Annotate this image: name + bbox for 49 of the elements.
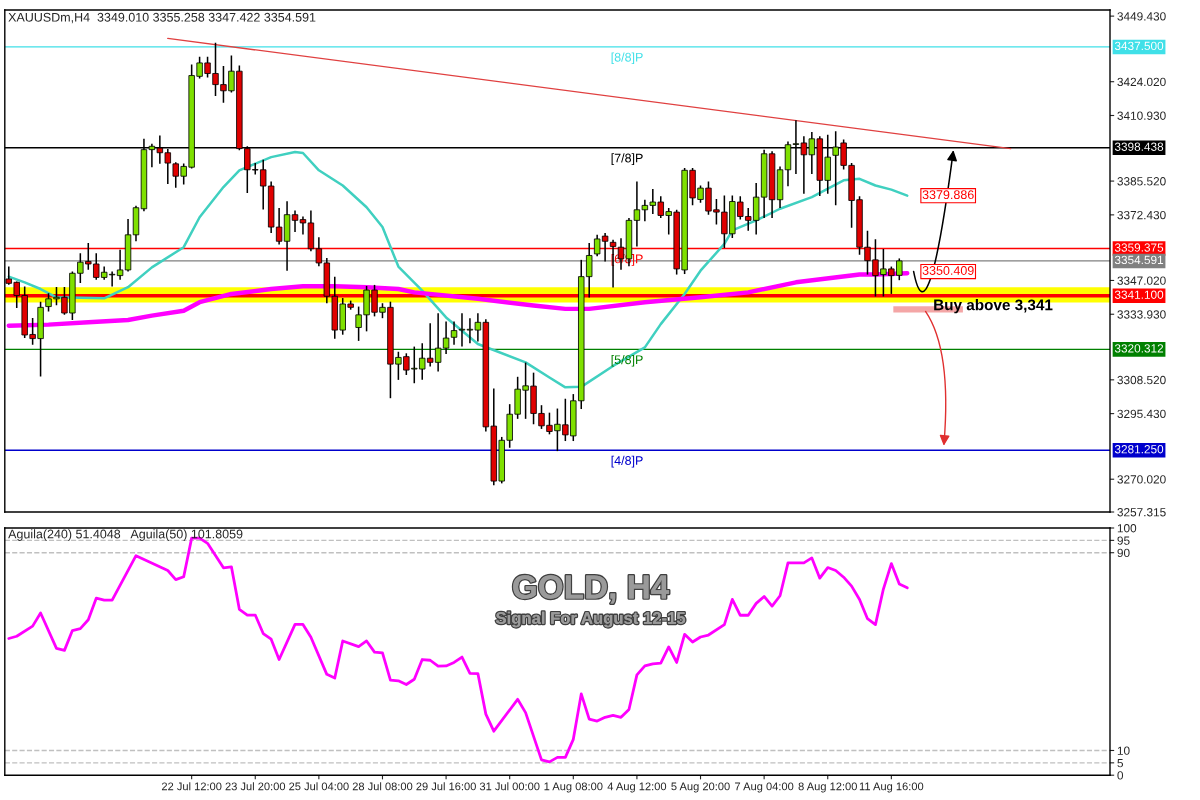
x-tick-label: 5 Aug 20:00 (671, 782, 730, 793)
annotation: [8/8]P (611, 52, 643, 65)
y-tick-label: 10 (1117, 746, 1130, 755)
y-tick-label: 3308.520 (1117, 375, 1166, 385)
y-tick-label: 3257.315 (1117, 508, 1166, 517)
y-tick-label: 3385.520 (1117, 177, 1166, 186)
x-tick-label: 23 Jul 20:00 (225, 782, 286, 791)
x-tick-label: 31 Jul 00:00 (479, 782, 540, 791)
y-tick-label: 3295.430 (1117, 409, 1166, 419)
y-tick-label: 3270.020 (1117, 475, 1166, 484)
annotation: [4/8]P (611, 455, 643, 468)
candlestick (458, 313, 466, 347)
annotation: GOLD, H4 (513, 575, 670, 604)
y-tick-label: 90 (1117, 548, 1130, 558)
y-tick-label: 3449.430 (1117, 12, 1166, 21)
chart-title: XAUUSDm,H4 3349.010 3355.258 3347.422 3354.591 (8, 12, 316, 24)
y-tick-label: 5 (1117, 759, 1124, 768)
y-tick-label: 95 (1117, 536, 1130, 545)
ref-line-label: 3320.312 (1114, 344, 1164, 353)
x-tick-label: 7 Aug 04:00 (735, 782, 794, 793)
x-tick-label: 4 Aug 12:00 (607, 782, 667, 793)
x-tick-label: 28 Jul 08:00 (352, 782, 413, 791)
y-tick-label: 3333.930 (1117, 310, 1166, 319)
x-tick-label: 8 Aug 12:00 (798, 782, 857, 793)
y-tick-label: 3347.020 (1117, 276, 1166, 285)
x-tick-label: 29 Jul 16:00 (416, 782, 476, 791)
y-tick-label: 3424.020 (1117, 77, 1166, 87)
x-tick-label: 25 Jul 04:00 (289, 782, 349, 791)
x-tick-label: 1 Aug 08:00 (544, 782, 603, 793)
annotation: Signal For August 12-15 (495, 611, 686, 628)
annotation: Buy above 3,341 (934, 299, 1053, 314)
y-tick-label: 3410.930 (1117, 111, 1166, 120)
candlestick (291, 210, 299, 232)
line-series (7, 150, 909, 389)
ref-line-label: 3281.250 (1114, 445, 1164, 454)
x-tick-label: 22 Jul 12:00 (161, 782, 222, 791)
y-tick-label: 100 (1117, 524, 1137, 533)
ref-line-label: 3354.591 (1114, 255, 1164, 265)
x-tick-label: 11 Aug 16:00 (859, 782, 924, 793)
ref-line-label: 3341.100 (1114, 290, 1164, 299)
y-tick-label: 3372.430 (1117, 210, 1166, 220)
annotation: [7/8]P (611, 153, 643, 165)
y-tick-label: 0 (1117, 771, 1124, 780)
annotation: 3350.409 (922, 266, 974, 275)
chart-title: Aguila(240) 51.4048 Aguila(50) 101.8059 (8, 529, 243, 541)
ref-line-label: 3437.500 (1114, 41, 1164, 51)
annotation: 3379.886 (922, 190, 974, 200)
ref-line-label: 3359.375 (1114, 243, 1164, 252)
ref-line-label: 3398.438 (1114, 142, 1164, 151)
